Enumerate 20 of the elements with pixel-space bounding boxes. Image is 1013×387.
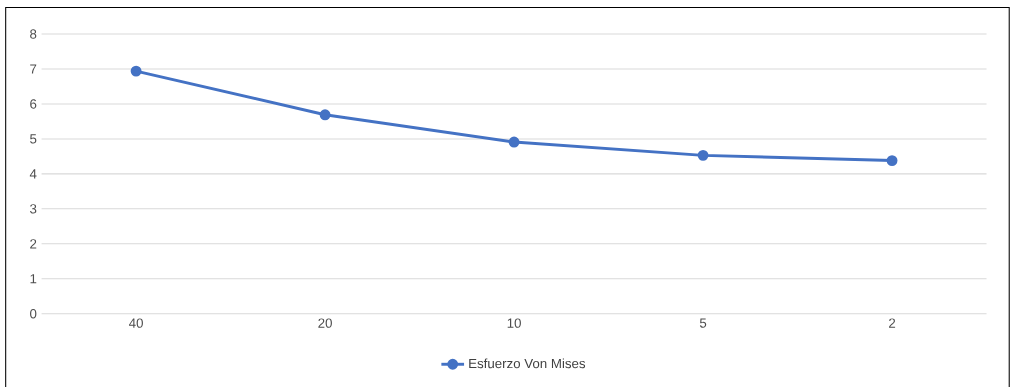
point	[508, 136, 520, 148]
x-tick-label: 20	[318, 318, 332, 328]
y-tick-label: 6	[30, 99, 37, 109]
x-tick-label: 2	[889, 318, 896, 328]
y-tick-label: 0	[30, 308, 37, 319]
y-tick-label: 8	[30, 29, 37, 39]
y-tick-label: 7	[30, 64, 37, 74]
point	[130, 65, 142, 77]
y-tick-label: 3	[30, 203, 37, 214]
point	[886, 154, 898, 166]
y-tick-label: 4	[29, 169, 37, 179]
x-tick-label: 5	[699, 318, 707, 328]
y-tick-label: 5	[30, 134, 37, 144]
legend-label: Esfuerzo Von Mises	[469, 358, 586, 368]
point	[319, 109, 331, 121]
x-tick-label: 10	[507, 318, 521, 328]
x-tick-label: 40	[129, 318, 143, 328]
point	[697, 149, 709, 161]
y-tick-label: 1	[30, 273, 37, 284]
y-tick-label: 2	[30, 238, 37, 249]
